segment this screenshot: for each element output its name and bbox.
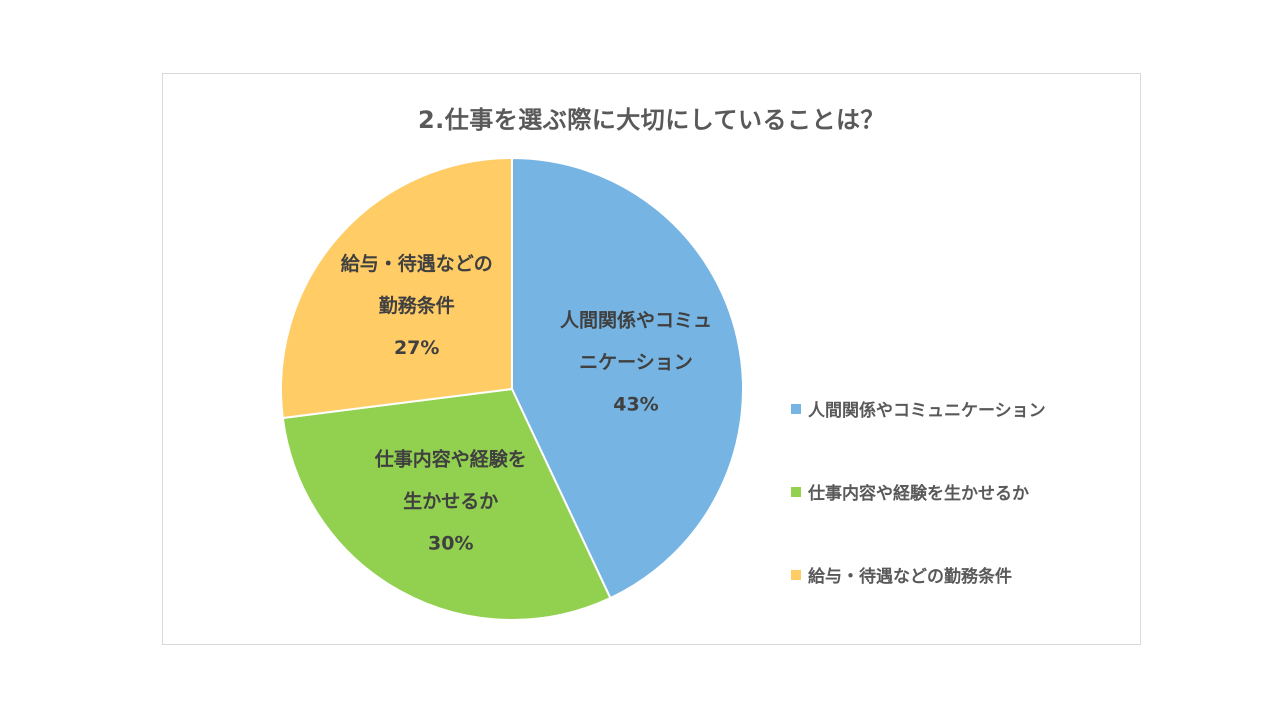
pie-chart: 人間関係やコミュニケーション 43% 仕事内容や経験を生かせるか 30% 給与・待遇など… [280, 156, 744, 621]
pie-slice-2 [280, 156, 513, 420]
pie-data-label-0: 人間関係やコミュニケーション 43% [560, 308, 712, 415]
legend-label: 人間関係やコミュニケーション [808, 401, 1046, 421]
legend-item: 人間関係やコミュニケーション [791, 396, 1046, 421]
pie-percent-label: 27% [394, 337, 439, 359]
pie-data-label-2: 給与・待遇などの勤務条件 27% [341, 252, 493, 359]
legend-swatch [791, 569, 801, 580]
pie-category-label: 生かせるか [403, 489, 498, 512]
pie-category-label: 人間関係やコミュ [560, 308, 712, 331]
legend-label: 仕事内容や経験を生かせるか [808, 484, 1029, 504]
legend-item: 仕事内容や経験を生かせるか [791, 479, 1029, 504]
pie-slice-1 [281, 387, 612, 621]
legend-item: 給与・待遇などの勤務条件 [791, 562, 1012, 587]
pie-category-label: 給与・待遇などの [341, 252, 493, 275]
pie-category-label: 仕事内容や経験を [374, 447, 527, 470]
pie-percent-label: 43% [613, 393, 658, 415]
legend-swatch [791, 486, 801, 497]
pie-category-label: ニケーション [579, 351, 693, 373]
pie-category-label: 勤務条件 [379, 294, 455, 317]
pie-data-label-1: 仕事内容や経験を生かせるか 30% [374, 447, 527, 554]
legend-swatch [791, 403, 801, 414]
chart-area: 2.仕事を選ぶ際に大切にしていることは？ 人間関係やコミュ ニケーション 43% 仕事… [162, 73, 1141, 645]
pie-percent-label: 30% [428, 532, 473, 554]
legend-label: 給与・待遇などの勤務条件 [808, 567, 1012, 587]
pie-slice-0 [511, 156, 744, 600]
chart-title: 2.仕事を選ぶ際に大切にしていることは？ [417, 106, 886, 134]
